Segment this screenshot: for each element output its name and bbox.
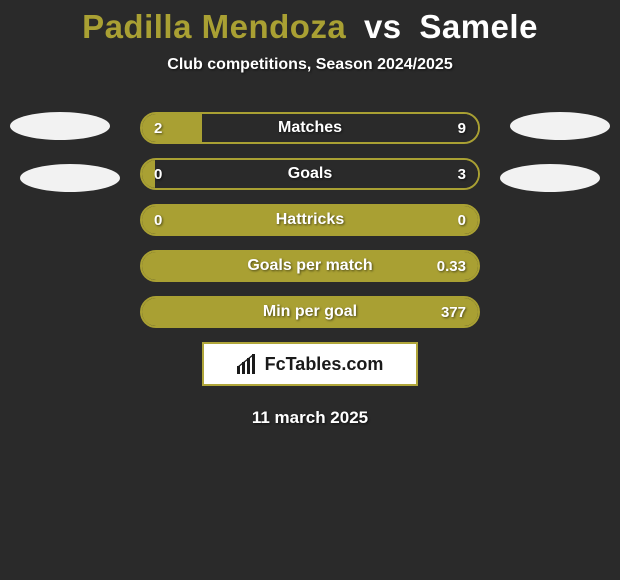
player1-name: Padilla Mendoza	[82, 8, 346, 45]
date-label: 11 march 2025	[0, 408, 620, 428]
chart-icon	[237, 354, 259, 374]
stats-area: Matches29 Goals03 Hattricks00 Goals per mat…	[0, 112, 620, 428]
brand-text: FcTables.com	[265, 354, 384, 375]
comparison-widget: Padilla Mendoza vs Samele Club competiti…	[0, 0, 620, 580]
bar-left	[142, 114, 202, 142]
vs-text: vs	[364, 8, 402, 45]
player1-avatar-bottom	[20, 164, 120, 192]
bar-wrap	[142, 114, 478, 142]
bar-wrap	[142, 252, 478, 280]
player2-avatar-top	[510, 112, 610, 140]
brand-box[interactable]: FcTables.com	[202, 342, 418, 386]
stat-row: Min per goal377	[140, 296, 480, 328]
stat-row: Goals per match0.33	[140, 250, 480, 282]
bar-wrap	[142, 206, 478, 234]
bar-wrap	[142, 160, 478, 188]
subtitle: Club competitions, Season 2024/2025	[0, 56, 620, 74]
player1-avatar-top	[10, 112, 110, 140]
bar-right	[155, 160, 478, 188]
player2-name: Samele	[419, 8, 538, 45]
stat-row: Goals03	[140, 158, 480, 190]
bar-left	[142, 298, 478, 326]
bar-left	[142, 206, 478, 234]
bar-right	[202, 114, 478, 142]
stat-row: Matches29	[140, 112, 480, 144]
bar-wrap	[142, 298, 478, 326]
player2-avatar-bottom	[500, 164, 600, 192]
bar-left	[142, 160, 155, 188]
stat-row: Hattricks00	[140, 204, 480, 236]
page-title: Padilla Mendoza vs Samele	[0, 8, 620, 46]
bar-left	[142, 252, 478, 280]
stat-rows: Matches29 Goals03 Hattricks00 Goals per mat…	[0, 112, 620, 328]
